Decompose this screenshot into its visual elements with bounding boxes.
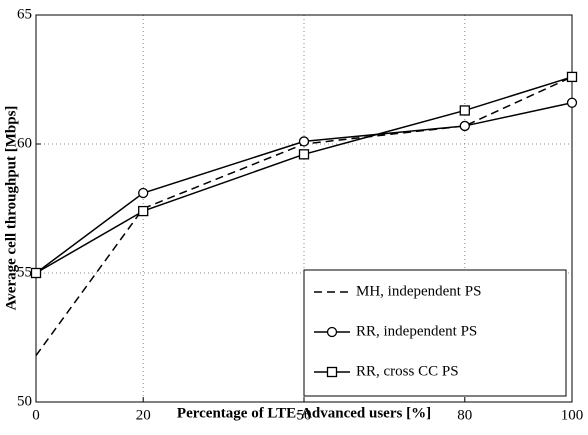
legend: MH, independent PS RR, independent PS RR, … <box>303 269 567 397</box>
marker <box>566 71 578 83</box>
marker <box>138 205 149 217</box>
legend-label: RR, cross CC PS <box>356 363 459 379</box>
plot-frame <box>35 14 573 403</box>
y-axis-title: Average cell throughput [Mbps] <box>3 106 19 311</box>
x-tick-label: 80 <box>457 407 472 423</box>
legend-label: MH, independent PS <box>356 283 481 299</box>
marker <box>298 149 310 160</box>
marker <box>459 120 470 132</box>
legend-box <box>303 269 567 397</box>
marker <box>138 187 149 199</box>
marker <box>298 136 310 147</box>
legend-label: RR, independent PS <box>356 323 477 339</box>
x-tick-label: 50 <box>297 407 312 423</box>
marker <box>326 366 338 378</box>
y-tick-label: 50 <box>17 393 32 409</box>
marker <box>326 326 338 338</box>
y-tick-label: 55 <box>17 264 32 280</box>
x-tick-label: 20 <box>136 407 151 423</box>
x-tick-label: 0 <box>32 407 40 423</box>
x-tick-label: 100 <box>561 407 584 423</box>
marker <box>30 267 42 279</box>
x-axis-title: Percentage of LTE-Advanced users [%] <box>177 405 431 421</box>
marker <box>459 105 470 116</box>
y-tick-label: 60 <box>17 135 32 151</box>
marker <box>566 97 578 108</box>
y-tick-label: 65 <box>17 6 32 22</box>
